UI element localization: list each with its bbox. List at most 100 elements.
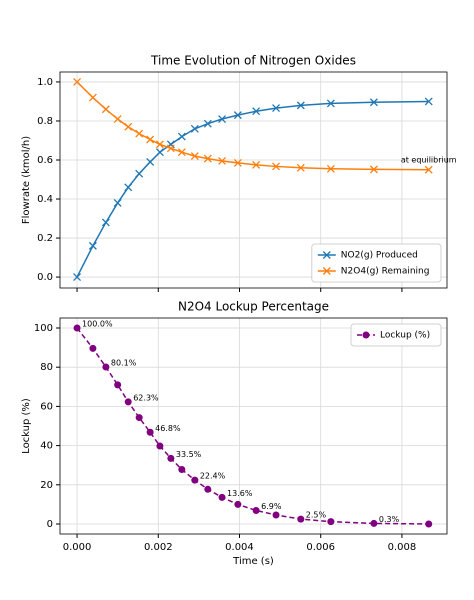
data-point xyxy=(203,154,212,163)
data-label: 100.0% xyxy=(82,319,113,328)
data-point xyxy=(146,135,155,144)
data-label: 46.8% xyxy=(155,424,181,433)
annotation: at equilibrium xyxy=(401,156,457,165)
x-axis-label: Time (s) xyxy=(232,556,274,567)
data-point xyxy=(296,163,305,172)
data-point xyxy=(155,148,164,157)
x-tick-label: 0.002 xyxy=(144,542,173,553)
data-point xyxy=(190,124,199,133)
data-point xyxy=(296,101,305,110)
data-label: 62.3% xyxy=(133,393,159,402)
data-point xyxy=(369,165,378,174)
x-tick-label: 0.008 xyxy=(388,542,417,553)
data-point xyxy=(114,381,122,389)
data-label: 13.6% xyxy=(227,489,253,498)
data-point xyxy=(146,428,154,436)
data-point xyxy=(73,77,82,86)
data-point xyxy=(146,157,155,166)
data-point xyxy=(218,493,226,501)
data-point xyxy=(155,140,164,149)
data-point xyxy=(424,97,433,106)
data-label: 33.5% xyxy=(176,450,202,459)
data-point xyxy=(190,152,199,161)
data-point xyxy=(102,363,110,371)
legend-label: Lockup (%) xyxy=(380,331,430,341)
data-point xyxy=(101,218,110,227)
data-point xyxy=(370,519,378,527)
legend-label: N2O4(g) Remaining xyxy=(341,267,430,277)
data-point xyxy=(233,111,242,120)
x-tick-label: 0.000 xyxy=(63,542,92,553)
data-label: 2.5% xyxy=(306,511,327,520)
data-point xyxy=(252,160,261,169)
data-point xyxy=(252,107,261,116)
legend-box xyxy=(350,323,442,347)
data-point xyxy=(73,273,82,282)
series-line xyxy=(76,327,429,525)
data-point xyxy=(424,165,433,174)
data-label: 80.1% xyxy=(111,359,137,368)
y-tick-label: 1.0 xyxy=(37,77,53,88)
data-point xyxy=(135,169,144,178)
data-point xyxy=(425,520,433,528)
data-label: 6.9% xyxy=(261,502,282,511)
data-point xyxy=(73,324,81,332)
plot-frame xyxy=(59,317,448,535)
chart-title: N2O4 Lockup Percentage xyxy=(178,300,329,314)
data-point xyxy=(135,129,144,138)
data-point xyxy=(113,115,122,123)
data-point xyxy=(177,132,186,141)
y-tick-label: 0.8 xyxy=(37,116,53,127)
data-point xyxy=(272,104,280,113)
data-point xyxy=(204,485,212,493)
y-axis-label: Lockup (%) xyxy=(21,398,32,454)
y-tick-label: 40 xyxy=(40,441,53,452)
data-point xyxy=(297,515,305,523)
y-tick-label: 0.0 xyxy=(37,272,53,283)
data-point xyxy=(203,119,212,128)
data-point xyxy=(124,122,133,131)
data-point xyxy=(156,442,164,450)
data-point xyxy=(88,241,97,250)
data-point xyxy=(89,344,97,352)
y-tick-label: 0 xyxy=(47,519,53,530)
data-label: 0.3% xyxy=(379,515,400,524)
data-point xyxy=(124,398,132,406)
legend-marker xyxy=(322,267,331,275)
y-tick-label: 100 xyxy=(34,323,53,334)
y-tick-label: 20 xyxy=(40,480,53,491)
data-point xyxy=(369,98,378,107)
plot-frame xyxy=(59,71,448,289)
legend-box xyxy=(311,243,442,283)
data-point xyxy=(166,144,175,153)
data-point xyxy=(252,506,260,514)
data-point xyxy=(101,105,110,114)
data-point xyxy=(272,162,280,171)
data-point xyxy=(326,99,335,108)
data-point xyxy=(135,414,143,422)
data-point xyxy=(327,518,335,526)
data-point xyxy=(218,115,226,123)
data-label: 22.4% xyxy=(200,472,226,481)
legend-marker xyxy=(362,331,370,339)
legend-label: NO2(g) Produced xyxy=(341,251,418,261)
data-point xyxy=(326,164,335,173)
x-tick-label: 0.004 xyxy=(225,542,254,553)
y-tick-label: 60 xyxy=(40,401,53,412)
data-point xyxy=(234,500,242,508)
data-point xyxy=(124,183,133,192)
y-tick-label: 0.2 xyxy=(37,233,53,244)
data-point xyxy=(167,454,175,462)
chart-title: Time Evolution of Nitrogen Oxides xyxy=(150,54,356,68)
y-tick-label: 0.4 xyxy=(37,194,53,205)
y-axis-label: Flowrate (kmol/h) xyxy=(21,136,32,224)
y-tick-label: 0.6 xyxy=(37,155,53,166)
data-point xyxy=(191,476,199,484)
data-point xyxy=(113,198,122,207)
legend-marker xyxy=(322,251,331,259)
data-point xyxy=(272,511,280,519)
data-point xyxy=(218,157,226,165)
data-point xyxy=(233,158,242,167)
y-tick-label: 80 xyxy=(40,362,53,373)
